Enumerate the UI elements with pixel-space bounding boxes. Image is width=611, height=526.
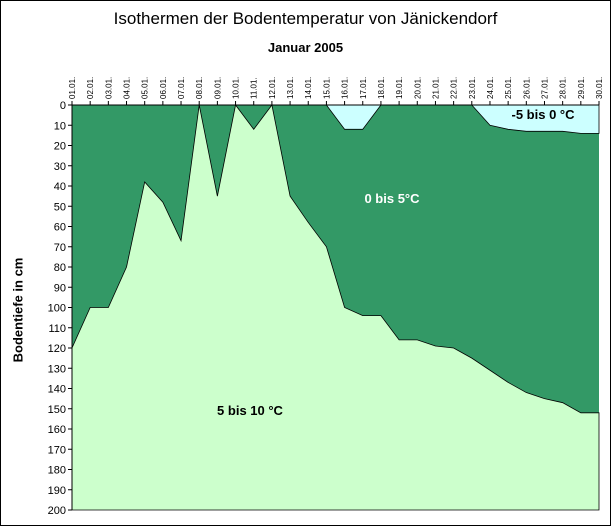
y-tick-label: 200	[48, 505, 66, 517]
y-tick-label: 190	[48, 485, 66, 497]
chart-title: Isothermen der Bodentemperatur von Jänic…	[113, 9, 498, 28]
x-tick-label: 17.01.	[359, 77, 368, 99]
chart-areas	[71, 104, 600, 511]
area-5-bis-10	[71, 104, 600, 511]
y-tick-label: 170	[48, 444, 66, 456]
y-tick-label: 10	[54, 120, 66, 132]
y-tick-label: 100	[48, 303, 66, 315]
label-0-bis-5: 0 bis 5°C	[364, 191, 420, 206]
label-minus5-bis-0: -5 bis 0 °C	[512, 107, 576, 122]
x-tick-label: 08.01.	[195, 77, 204, 99]
x-tick-label: 04.01.	[123, 77, 132, 99]
x-tick-label: 25.01.	[504, 77, 513, 99]
x-tick-label: 09.01.	[213, 77, 222, 99]
x-tick-label: 02.01.	[86, 77, 95, 99]
y-tick-label: 80	[54, 262, 66, 274]
x-tick-label: 14.01.	[304, 77, 313, 99]
x-tick-label: 05.01.	[141, 77, 150, 99]
x-tick-label: 28.01.	[559, 77, 568, 99]
x-tick-label: 10.01.	[232, 77, 241, 99]
x-tick-label: 19.01.	[395, 77, 404, 99]
x-tick-label: 30.01.	[595, 77, 604, 99]
y-tick-label: 30	[54, 161, 66, 173]
x-tick-label: 18.01.	[377, 77, 386, 99]
x-tick-label: 11.01.	[250, 77, 259, 99]
x-tick-label: 16.01.	[341, 77, 350, 99]
x-tick-label: 06.01.	[159, 77, 168, 99]
y-tick-label: 60	[54, 222, 66, 234]
x-tick-label: 24.01.	[486, 77, 495, 99]
x-tick-label: 12.01.	[268, 77, 277, 99]
y-tick-label: 180	[48, 465, 66, 477]
y-tick-label: 130	[48, 363, 66, 375]
region-labels: 5 bis 10 °C 0 bis 5°C -5 bis 0 °C	[217, 107, 575, 418]
y-tick-label: 70	[54, 242, 66, 254]
x-tick-label: 20.01.	[413, 77, 422, 99]
label-5-bis-10: 5 bis 10 °C	[217, 403, 284, 418]
x-tick-label: 03.01.	[104, 77, 113, 99]
x-tick-label: 21.01.	[431, 77, 440, 99]
x-tick-label: 01.01.	[68, 77, 77, 99]
x-tick-label: 22.01.	[450, 77, 459, 99]
y-tick-label: 140	[48, 384, 66, 396]
y-ticks: 0 10 20 30 40 50 60 70 80 90 100 110 120 130 140 150 160…	[48, 100, 72, 517]
chart-subtitle: Januar 2005	[267, 40, 344, 55]
y-tick-label: 50	[54, 201, 66, 213]
x-tick-label: 26.01.	[522, 77, 531, 99]
x-tick-label: 29.01.	[577, 77, 586, 99]
y-tick-label: 110	[48, 323, 66, 335]
x-tick-label: 15.01.	[322, 77, 331, 99]
y-tick-label: 150	[48, 404, 66, 416]
x-tick-label: 27.01.	[540, 77, 549, 99]
x-tick-label: 23.01.	[468, 77, 477, 99]
x-ticks: 01.01. 02.01. 03.01. 04.01. 05.01. 06.01. 07.0…	[68, 77, 604, 105]
y-tick-label: 40	[54, 181, 66, 193]
x-tick-label: 07.01.	[177, 77, 186, 99]
x-tick-label: 13.01.	[286, 77, 295, 99]
y-tick-label: 160	[48, 424, 66, 436]
y-tick-label: 120	[48, 343, 66, 355]
y-tick-label: 0	[60, 100, 66, 112]
y-tick-label: 90	[54, 282, 66, 294]
y-tick-label: 20	[54, 141, 66, 153]
